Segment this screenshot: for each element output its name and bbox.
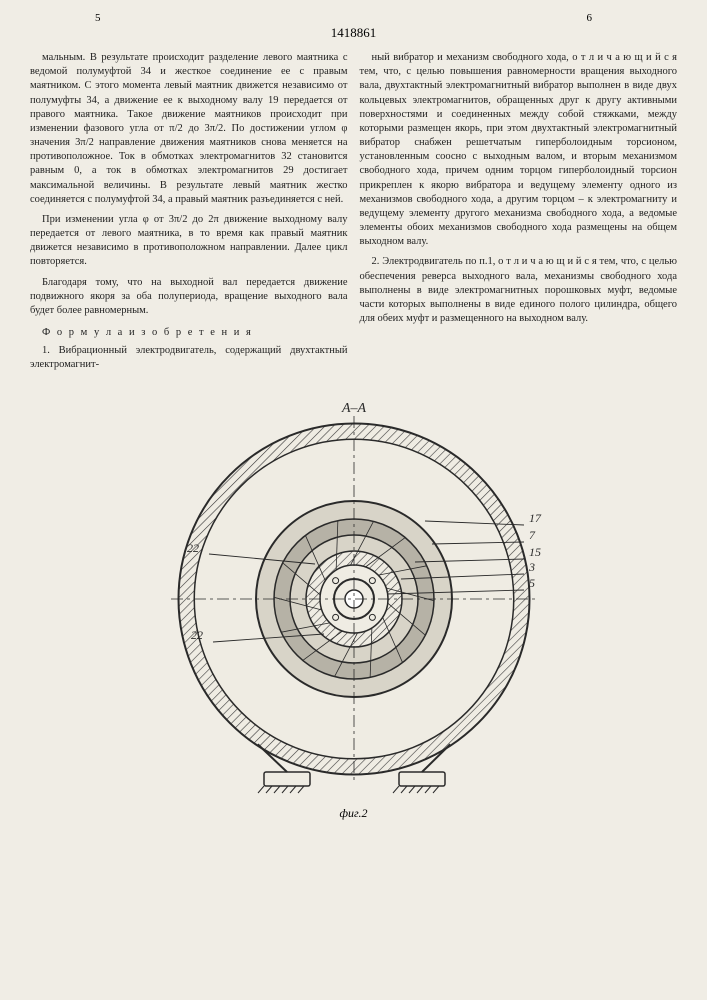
figure: А–А 17 7 153 5 22 22 (30, 394, 677, 804)
svg-text:22: 22 (187, 541, 199, 555)
svg-text:22: 22 (191, 628, 203, 642)
paragraph: При изменении угла φ от 3π/2 до 2π движе… (30, 213, 348, 270)
column-right: ный вибратор и механизм свободного хода,… (360, 51, 678, 379)
paragraph: 1. Вибрационный электродвигатель, содерж… (30, 344, 348, 372)
svg-text:7: 7 (529, 528, 536, 542)
figure-svg: А–А 17 7 153 5 22 22 (119, 394, 589, 804)
svg-text:15: 15 (529, 545, 541, 559)
svg-text:5: 5 (529, 576, 535, 590)
text-columns: мальным. В результате происходит разделе… (30, 51, 677, 379)
page: 5 6 1418861 мальным. В результате происх… (0, 0, 707, 1000)
document-number: 1418861 (30, 25, 677, 41)
column-left: мальным. В результате происходит разделе… (30, 51, 348, 379)
paragraph: 2. Электродвигатель по п.1, о т л и ч а … (360, 255, 678, 326)
svg-text:А–А: А–А (340, 401, 366, 416)
svg-text:3: 3 (528, 560, 535, 574)
formula-title: Ф о р м у л а и з о б р е т е н и я (30, 326, 348, 340)
page-number-left: 5 (95, 12, 101, 24)
paragraph: ный вибратор и механизм свободного хода,… (360, 51, 678, 249)
paragraph: Благодаря тому, что на выходной вал пере… (30, 276, 348, 319)
paragraph: мальным. В результате происходит разделе… (30, 51, 348, 207)
svg-text:17: 17 (529, 511, 542, 525)
figure-caption: фиг.2 (30, 806, 677, 821)
page-number-right: 6 (587, 12, 593, 24)
